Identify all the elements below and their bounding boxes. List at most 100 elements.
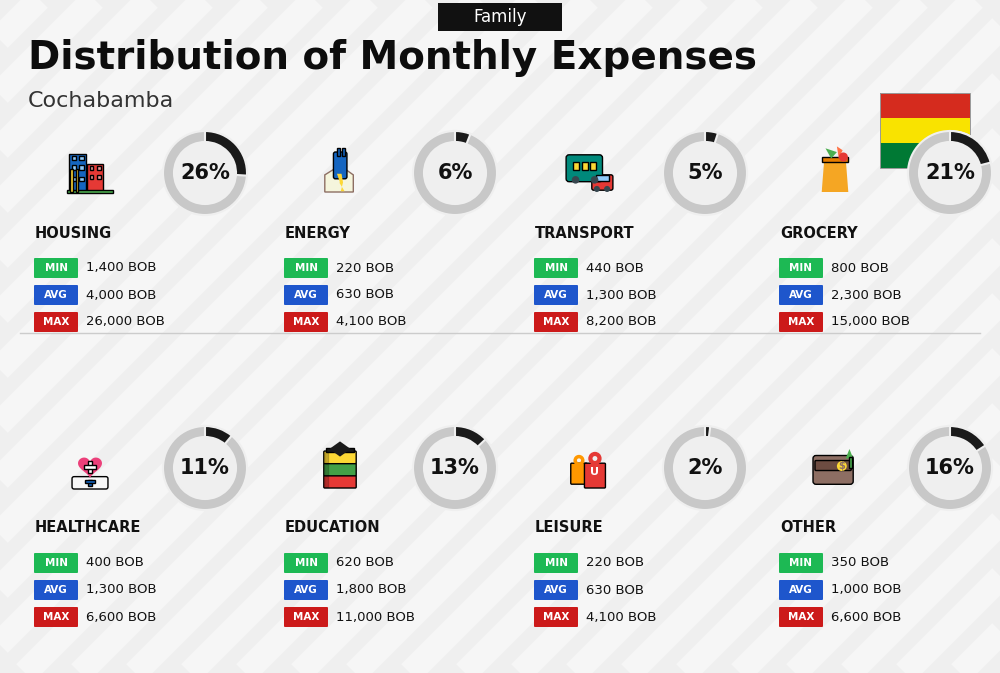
- Circle shape: [591, 176, 598, 184]
- Text: 6%: 6%: [437, 163, 473, 183]
- Text: 26%: 26%: [180, 163, 230, 183]
- Text: 6,600 BOB: 6,600 BOB: [831, 610, 901, 623]
- Text: MIN: MIN: [44, 263, 68, 273]
- Wedge shape: [413, 131, 497, 215]
- FancyBboxPatch shape: [325, 464, 328, 475]
- Text: MIN: MIN: [544, 558, 568, 568]
- FancyBboxPatch shape: [325, 452, 328, 462]
- Text: AVG: AVG: [294, 290, 318, 300]
- Wedge shape: [163, 426, 247, 510]
- FancyBboxPatch shape: [815, 460, 851, 470]
- FancyBboxPatch shape: [566, 155, 602, 182]
- FancyBboxPatch shape: [325, 476, 328, 487]
- Wedge shape: [663, 131, 747, 215]
- FancyBboxPatch shape: [72, 476, 108, 489]
- Text: 8,200 BOB: 8,200 BOB: [586, 316, 656, 328]
- Polygon shape: [846, 449, 853, 458]
- Circle shape: [174, 437, 236, 499]
- Text: AVG: AVG: [544, 585, 568, 595]
- Text: AVG: AVG: [544, 290, 568, 300]
- Text: 630 BOB: 630 BOB: [586, 583, 644, 596]
- Circle shape: [674, 142, 736, 204]
- Polygon shape: [837, 147, 843, 159]
- FancyBboxPatch shape: [34, 285, 78, 305]
- FancyBboxPatch shape: [849, 458, 852, 468]
- FancyBboxPatch shape: [97, 166, 101, 170]
- FancyBboxPatch shape: [779, 553, 823, 573]
- FancyBboxPatch shape: [880, 93, 970, 118]
- Text: Cochabamba: Cochabamba: [28, 91, 174, 111]
- FancyBboxPatch shape: [337, 148, 340, 156]
- FancyBboxPatch shape: [72, 166, 76, 170]
- Text: MAX: MAX: [293, 317, 319, 327]
- FancyBboxPatch shape: [85, 480, 95, 483]
- Text: 1,800 BOB: 1,800 BOB: [336, 583, 406, 596]
- Text: 4,100 BOB: 4,100 BOB: [336, 316, 406, 328]
- Text: ENERGY: ENERGY: [285, 225, 351, 240]
- Wedge shape: [413, 426, 497, 510]
- Wedge shape: [663, 426, 747, 510]
- Circle shape: [604, 186, 610, 192]
- FancyBboxPatch shape: [534, 580, 578, 600]
- Text: 4,000 BOB: 4,000 BOB: [86, 289, 156, 302]
- FancyBboxPatch shape: [584, 463, 605, 488]
- FancyBboxPatch shape: [571, 463, 587, 484]
- Text: LEISURE: LEISURE: [535, 520, 604, 536]
- Polygon shape: [826, 148, 837, 159]
- FancyBboxPatch shape: [880, 118, 970, 143]
- Text: 400 BOB: 400 BOB: [86, 557, 144, 569]
- FancyBboxPatch shape: [90, 175, 93, 179]
- Text: 26,000 BOB: 26,000 BOB: [86, 316, 165, 328]
- FancyBboxPatch shape: [88, 480, 92, 486]
- Circle shape: [174, 142, 236, 204]
- FancyBboxPatch shape: [284, 553, 328, 573]
- FancyBboxPatch shape: [324, 463, 356, 476]
- Text: AVG: AVG: [44, 290, 68, 300]
- Text: Distribution of Monthly Expenses: Distribution of Monthly Expenses: [28, 39, 757, 77]
- Wedge shape: [455, 131, 470, 144]
- Text: 4,100 BOB: 4,100 BOB: [586, 610, 656, 623]
- FancyBboxPatch shape: [342, 148, 345, 156]
- FancyBboxPatch shape: [596, 175, 609, 180]
- Text: 1,400 BOB: 1,400 BOB: [86, 262, 156, 275]
- Text: MAX: MAX: [43, 612, 69, 622]
- FancyBboxPatch shape: [70, 169, 73, 192]
- Wedge shape: [908, 131, 992, 215]
- Text: MAX: MAX: [788, 317, 814, 327]
- Wedge shape: [705, 131, 718, 143]
- FancyBboxPatch shape: [779, 607, 823, 627]
- FancyBboxPatch shape: [34, 580, 78, 600]
- Text: 5%: 5%: [687, 163, 723, 183]
- FancyBboxPatch shape: [79, 166, 84, 170]
- Text: MIN: MIN: [294, 263, 318, 273]
- FancyBboxPatch shape: [87, 164, 103, 192]
- Polygon shape: [822, 157, 848, 192]
- Text: 21%: 21%: [925, 163, 975, 183]
- Text: 1,300 BOB: 1,300 BOB: [86, 583, 157, 596]
- FancyBboxPatch shape: [88, 461, 92, 472]
- Circle shape: [424, 142, 486, 204]
- Text: MAX: MAX: [43, 317, 69, 327]
- Text: U: U: [590, 467, 599, 476]
- FancyBboxPatch shape: [534, 607, 578, 627]
- Polygon shape: [337, 174, 345, 191]
- FancyBboxPatch shape: [590, 162, 596, 170]
- FancyBboxPatch shape: [79, 177, 84, 181]
- Text: 1,300 BOB: 1,300 BOB: [586, 289, 657, 302]
- Text: 16%: 16%: [925, 458, 975, 478]
- Circle shape: [572, 176, 579, 184]
- Wedge shape: [950, 426, 985, 452]
- Circle shape: [424, 437, 486, 499]
- Wedge shape: [163, 131, 247, 215]
- Text: MIN: MIN: [44, 558, 68, 568]
- FancyBboxPatch shape: [880, 143, 970, 168]
- FancyBboxPatch shape: [34, 258, 78, 278]
- Text: 620 BOB: 620 BOB: [336, 557, 394, 569]
- FancyBboxPatch shape: [284, 312, 328, 332]
- FancyBboxPatch shape: [284, 285, 328, 305]
- Text: MAX: MAX: [293, 612, 319, 622]
- Circle shape: [674, 437, 736, 499]
- Text: MIN: MIN: [790, 263, 812, 273]
- Text: 11%: 11%: [180, 458, 230, 478]
- Text: HOUSING: HOUSING: [35, 225, 112, 240]
